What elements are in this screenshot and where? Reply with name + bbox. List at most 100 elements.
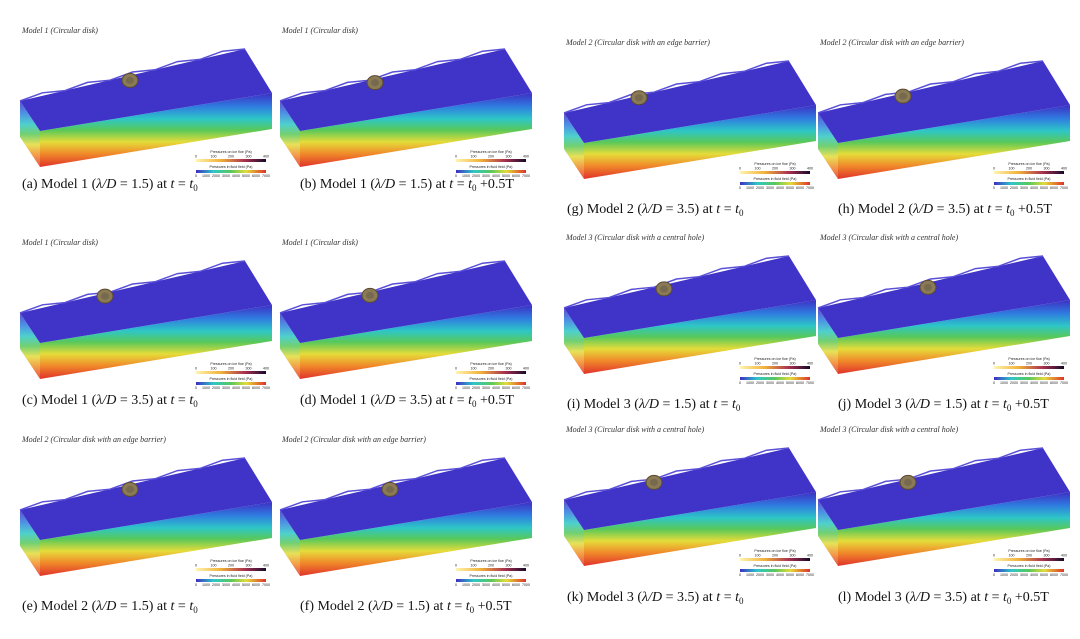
legend-tick: 1000 — [462, 583, 470, 587]
caption-text: +0.5T — [476, 393, 514, 408]
caption-time: t — [171, 393, 176, 408]
caption-text: +0.5T — [1011, 590, 1049, 605]
legend-title: Pressures on ice floe (Pa) — [754, 549, 795, 553]
caption-sub: 0 — [472, 399, 477, 409]
caption-text: +0.5T — [474, 599, 512, 614]
wave-edge — [279, 48, 506, 102]
caption-text: (l) Model 3 ( — [838, 590, 910, 605]
caption-time: t — [466, 599, 471, 614]
caption-text: +0.5T — [476, 177, 514, 192]
panel-caption: (i) Model 3 (λ/D = 1.5) at t = t0 — [567, 397, 741, 413]
wave-edge — [817, 255, 1044, 309]
legend-title: Pressures on ice floe (Pa) — [470, 150, 511, 154]
panel-title: Model 1 (Circular disk) — [281, 238, 358, 247]
legend-tick: 200 — [488, 367, 494, 371]
legend-tick: 3000 — [222, 386, 230, 390]
legend-tick: 0 — [455, 155, 457, 159]
block-top — [818, 448, 1070, 530]
panel-title: Model 1 (Circular disk) — [21, 26, 98, 35]
block-top — [280, 458, 532, 540]
block-top — [564, 61, 816, 143]
colorbar-fluid — [456, 170, 526, 173]
legend: Pressures on ice floe (Pa) 0 100 200 300 400 P… — [986, 548, 1072, 578]
legend-tick: 2000 — [756, 186, 764, 190]
legend-tick: 300 — [790, 554, 796, 558]
caption-sub: 0 — [739, 596, 744, 606]
legend-tick: 400 — [263, 367, 269, 371]
caption-text: (b) Model 1 ( — [300, 177, 375, 192]
block-front — [584, 492, 816, 566]
panel-title: Model 3 (Circular disk with a central ho… — [819, 233, 958, 242]
legend-tick: 5000 — [1040, 186, 1048, 190]
colorbar-ice — [196, 159, 266, 162]
legend-title: Pressures in fluid field (Pa) — [470, 574, 513, 578]
block-front — [40, 305, 272, 379]
legend-tick: 1000 — [1000, 573, 1008, 577]
legend-title: Pressures in fluid field (Pa) — [210, 574, 253, 578]
caption-sub: 0 — [1007, 596, 1012, 606]
legend-tick: 0 — [993, 362, 995, 366]
legend-box — [448, 149, 534, 179]
block-front — [40, 93, 272, 167]
caption-ratio: λ/D — [372, 599, 393, 614]
panel-caption: (j) Model 3 (λ/D = 1.5) at t = t0 +0.5T — [838, 397, 1049, 413]
caption-sub: 0 — [739, 208, 744, 218]
ice-floe-inner — [635, 94, 643, 102]
legend-tick: 0 — [739, 186, 741, 190]
legend-tick: 4000 — [492, 386, 500, 390]
legend-title: Pressures on ice floe (Pa) — [470, 362, 511, 366]
legend-tick: 7000 — [522, 174, 530, 178]
legend-tick: 3000 — [222, 174, 230, 178]
legend-tick: 4000 — [1030, 381, 1038, 385]
legend-tick: 7000 — [806, 186, 814, 190]
legend-tick: 1000 — [202, 386, 210, 390]
legend-tick: 3000 — [482, 174, 490, 178]
legend-tick: 300 — [1044, 362, 1050, 366]
legend-tick: 200 — [1026, 167, 1032, 171]
legend-tick: 5000 — [242, 583, 250, 587]
wave-edge — [19, 457, 246, 511]
caption-text: = 1.5) at — [930, 397, 984, 412]
legend-tick: 3000 — [482, 583, 490, 587]
caption-text: +0.5T — [1011, 397, 1049, 412]
legend-tick: 3000 — [766, 381, 774, 385]
caption-time: t — [171, 599, 176, 614]
legend-tick: 400 — [523, 564, 529, 568]
legend-tick: 0 — [195, 367, 197, 371]
caption-text: = 1.5) at — [116, 177, 170, 192]
legend-box — [448, 361, 534, 391]
legend-tick: 0 — [195, 155, 197, 159]
colorbar-fluid — [196, 382, 266, 385]
legend-tick: 100 — [211, 564, 217, 568]
wave-edge — [817, 447, 1044, 501]
legend-tick: 6000 — [512, 174, 520, 178]
caption-ratio: λ/D — [641, 590, 662, 605]
legend-title: Pressures in fluid field (Pa) — [470, 165, 513, 169]
caption-time: t — [984, 397, 989, 412]
legend-tick: 300 — [246, 367, 252, 371]
wave-edge — [563, 60, 790, 114]
caption-time: t — [735, 590, 740, 605]
legend-tick: 300 — [506, 155, 512, 159]
legend-tick: 7000 — [1060, 573, 1068, 577]
caption-time: t — [189, 599, 194, 614]
legend: Pressures on ice floe (Pa) 0 100 200 300 400 P… — [732, 548, 818, 578]
legend-title: Pressures in fluid field (Pa) — [754, 372, 797, 376]
colorbar-ice — [456, 371, 526, 374]
legend-tick: 7000 — [1060, 186, 1068, 190]
caption-text: = — [453, 177, 468, 192]
legend-tick: 300 — [790, 167, 796, 171]
legend-tick: 400 — [1061, 554, 1067, 558]
legend-box — [732, 356, 818, 386]
caption-text: = 1.5) at — [116, 599, 170, 614]
caption-sub: 0 — [193, 183, 198, 193]
legend-tick: 0 — [993, 186, 995, 190]
wave-edge — [279, 457, 506, 511]
legend-tick: 100 — [211, 367, 217, 371]
colorbar-ice — [196, 568, 266, 571]
panel-caption: (f) Model 2 (λ/D = 1.5) at t = t0 +0.5T — [300, 599, 512, 615]
legend-tick: 1000 — [746, 573, 754, 577]
wave-edge — [563, 255, 790, 309]
ice-floe-inner — [904, 478, 912, 486]
legend-tick: 0 — [739, 362, 741, 366]
